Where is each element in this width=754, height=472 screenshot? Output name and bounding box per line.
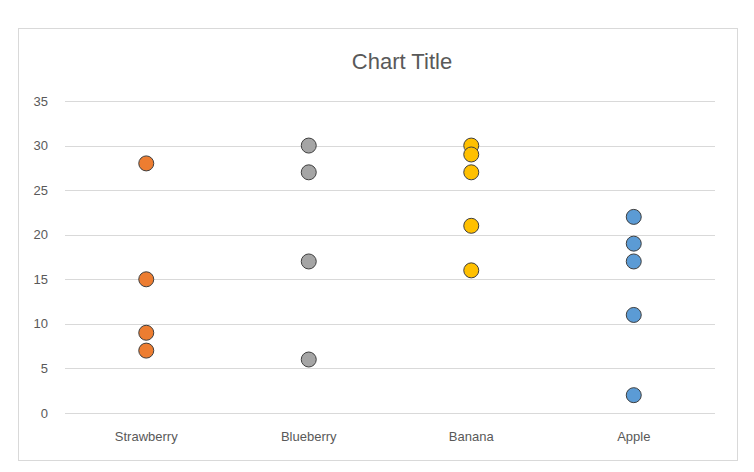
data-point [139, 325, 154, 340]
y-tick-label: 0 [41, 406, 48, 421]
grid-line [65, 368, 715, 369]
y-tick-label: 25 [34, 183, 48, 198]
y-tick-label: 5 [41, 361, 48, 376]
data-point [301, 352, 316, 367]
data-point [139, 272, 154, 287]
grid-line [65, 279, 715, 280]
data-point [301, 138, 316, 153]
data-point [626, 209, 641, 224]
y-tick-label: 10 [34, 316, 48, 331]
data-point [464, 147, 479, 162]
grid-line [65, 235, 715, 236]
data-point [626, 254, 641, 269]
data-point [139, 156, 154, 171]
data-point [464, 218, 479, 233]
y-tick-label: 20 [34, 227, 48, 242]
grid-line [65, 413, 715, 414]
data-point [464, 263, 479, 278]
data-point [464, 165, 479, 180]
data-point [626, 236, 641, 251]
data-point [626, 307, 641, 322]
data-point [139, 343, 154, 358]
data-point [301, 165, 316, 180]
y-tick-label: 15 [34, 272, 48, 287]
x-tick-label: Banana [449, 429, 495, 444]
marks [139, 138, 642, 403]
data-point [301, 254, 316, 269]
chart-svg: Chart Title 0 5 10 15 20 25 30 35 Strawberry Blueb… [0, 0, 754, 472]
x-tick-label: Apple [617, 429, 650, 444]
grid-line [65, 190, 715, 191]
grid-line [65, 324, 715, 325]
data-point [626, 388, 641, 403]
grid-line [65, 146, 715, 147]
x-tick-label: Strawberry [115, 429, 178, 444]
x-tick-label: Blueberry [281, 429, 337, 444]
chart-title: Chart Title [352, 49, 452, 74]
grid [65, 102, 715, 414]
y-tick-label: 35 [34, 94, 48, 109]
chart-container: Chart Title 0 5 10 15 20 25 30 35 Strawberry Blueb… [0, 0, 754, 472]
chart-border [19, 29, 738, 461]
y-tick-label: 30 [34, 138, 48, 153]
grid-line [65, 101, 715, 102]
